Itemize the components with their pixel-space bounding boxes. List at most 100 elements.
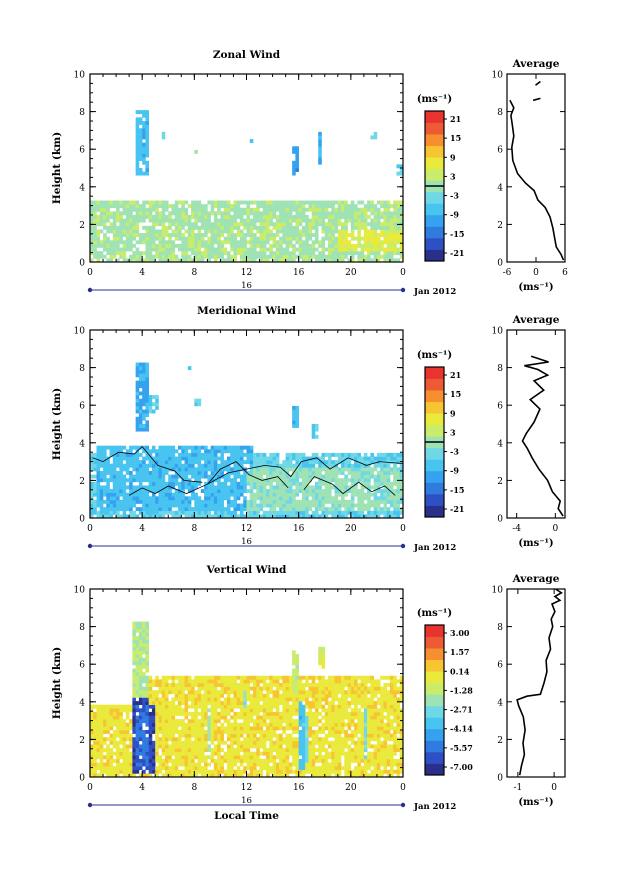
heatmap-cell (288, 229, 293, 234)
heatmap-cell (125, 507, 130, 512)
heatmap-cell (129, 240, 133, 245)
heatmap-cell (96, 740, 101, 745)
heatmap-cell (145, 413, 149, 418)
heatmap-cell (187, 766, 192, 771)
heatmap-cell (314, 240, 319, 245)
heatmap-cell (386, 492, 391, 497)
heatmap-cell (305, 233, 309, 237)
heatmap-cell (164, 251, 169, 256)
heatmap-cell (295, 405, 299, 410)
heatmap-cell (112, 460, 117, 465)
heatmap-cell (194, 207, 198, 212)
heatmap-cell (285, 247, 290, 252)
heatmap-cell (334, 463, 339, 468)
heatmap-cell (132, 200, 136, 205)
heatmap-cell (171, 445, 176, 450)
heatmap-cell (269, 507, 273, 512)
heatmap-cell (285, 225, 290, 230)
colorbar-unit: (ms⁻¹) (417, 94, 452, 105)
heatmap-cell (112, 492, 117, 497)
heatmap-cell (259, 751, 264, 756)
heatmap-cell (112, 456, 117, 461)
heatmap-cell (373, 207, 378, 212)
heatmap-cell (191, 762, 195, 767)
heatmap-cell (233, 200, 238, 205)
heatmap-cell (223, 510, 228, 515)
heatmap-cell (269, 730, 273, 734)
heatmap-cell (142, 171, 146, 176)
heatmap-cell (125, 218, 130, 223)
heatmap-cell (357, 225, 361, 230)
heatmap-cell (174, 460, 179, 465)
heatmap-cell (191, 769, 195, 774)
heatmap-cell (164, 740, 169, 745)
heatmap-cell (122, 719, 127, 724)
heatmap-cell (357, 492, 361, 497)
heatmap-cell (161, 471, 166, 475)
heatmap-cell (337, 222, 342, 227)
heatmap-cell (213, 690, 218, 695)
heatmap-cell (354, 204, 358, 209)
heatmap-cell (220, 737, 224, 742)
heatmap-cell (138, 373, 143, 378)
heatmap-cell (259, 258, 264, 263)
heatmap-cell (295, 211, 299, 216)
heatmap-cell (288, 233, 293, 237)
heatmap-cell (249, 229, 254, 234)
heatmap-cell (246, 474, 251, 479)
heatmap-cell (122, 751, 127, 756)
heatmap-cell (288, 510, 293, 515)
heatmap-cell (213, 507, 218, 512)
heatmap-cell (266, 247, 270, 252)
heatmap-cell (318, 215, 322, 219)
heatmap-cell (298, 503, 303, 508)
heatmap-cell (243, 460, 247, 465)
heatmap-cell (204, 675, 208, 680)
heatmap-cell (109, 748, 114, 752)
heatmap-cell (145, 456, 149, 461)
heatmap-cell (321, 481, 326, 486)
heatmap-cell (279, 485, 283, 490)
heatmap-cell (246, 456, 251, 461)
heatmap-cell (148, 474, 153, 479)
heatmap-cell (314, 218, 319, 223)
heatmap-cell (135, 362, 140, 367)
heatmap-cell (393, 211, 397, 216)
heatmap-cell (145, 514, 149, 519)
heatmap-cell (210, 686, 215, 691)
heatmap-cell (305, 467, 309, 472)
heatmap-cell (181, 697, 185, 702)
heatmap-cell (210, 481, 215, 486)
heatmap-cell (210, 693, 215, 698)
heatmap-cell (396, 251, 401, 256)
heatmap-cell (383, 503, 387, 508)
heatmap-cell (204, 225, 208, 230)
heatmap-cell (155, 247, 159, 252)
heatmap-cell (164, 708, 169, 713)
profile-x-tick-label: -6 (503, 268, 512, 278)
heatmap-cell (259, 204, 264, 209)
heatmap-cell (217, 233, 221, 237)
heatmap-cell (367, 215, 371, 219)
heatmap-cell (158, 755, 163, 760)
heatmap-cell (158, 503, 163, 508)
heatmap-cell (200, 769, 205, 774)
heatmap-cell (90, 492, 94, 497)
heatmap-cell (246, 773, 251, 778)
heatmap-cell (161, 686, 166, 691)
heatmap-cell (194, 503, 198, 508)
heatmap-cell (145, 686, 149, 691)
heatmap-cell (197, 229, 202, 234)
heatmap-cell (305, 499, 309, 504)
heatmap-cell (243, 748, 247, 752)
heatmap-cell (148, 229, 153, 234)
heatmap-cell (285, 211, 290, 216)
heatmap-cell (184, 200, 189, 205)
profile-x-tick-label: 0 (533, 268, 539, 278)
heatmap-cell (275, 514, 280, 519)
heatmap-cell (253, 773, 257, 778)
heatmap-cell (142, 128, 146, 133)
heatmap-cell (217, 499, 221, 504)
heatmap-cell (148, 715, 153, 720)
heatmap-cell (386, 218, 391, 223)
